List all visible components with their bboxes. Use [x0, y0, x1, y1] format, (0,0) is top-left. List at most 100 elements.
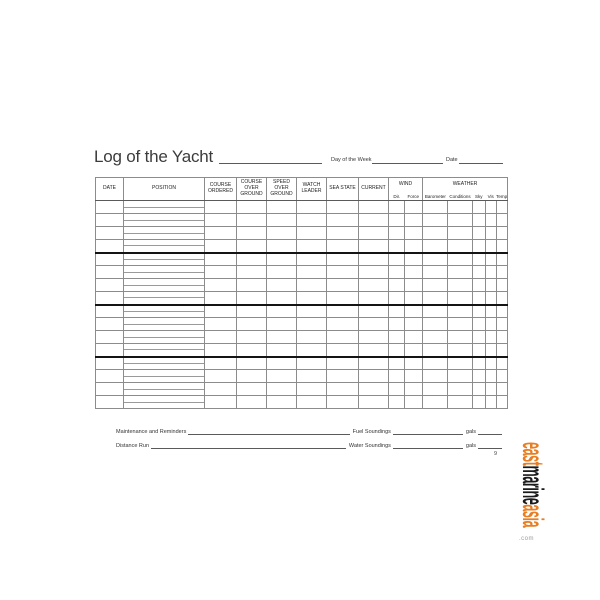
log-cell	[204, 200, 237, 214]
position-cell	[123, 200, 205, 214]
log-cell	[296, 369, 327, 383]
log-cell	[485, 265, 498, 279]
log-cell	[236, 200, 267, 214]
position-cell	[123, 265, 205, 279]
log-cell	[266, 226, 297, 240]
log-table-body	[95, 200, 509, 409]
log-cell	[422, 356, 449, 370]
log-cell	[266, 356, 297, 370]
log-cell	[447, 382, 474, 396]
position-cell	[123, 304, 205, 318]
log-cell	[204, 291, 237, 306]
log-cell	[388, 200, 405, 214]
log-cell	[326, 395, 359, 409]
log-cell	[95, 239, 124, 254]
log-cell	[236, 278, 267, 292]
log-cell	[236, 395, 267, 409]
log-cell	[422, 317, 449, 331]
log-cell	[388, 382, 405, 396]
log-cell	[95, 317, 124, 331]
water-soundings-blank-line	[392, 447, 463, 449]
log-cell	[447, 200, 474, 214]
log-cell	[472, 226, 487, 240]
log-cell	[266, 369, 297, 383]
sub-header-barometer: Barometer	[424, 193, 446, 199]
log-cell	[447, 213, 474, 227]
fuel-gals-label: gals	[465, 428, 476, 435]
log-cell	[358, 226, 389, 240]
log-cell	[266, 317, 297, 331]
col-header-weather-group: WEATHER Barometer Conditions Sky Vis Tem…	[422, 177, 509, 201]
log-cell	[266, 382, 297, 396]
log-cell	[95, 291, 124, 306]
log-cell	[472, 317, 487, 331]
log-cell	[422, 200, 449, 214]
log-cell	[403, 265, 424, 279]
log-cell	[236, 343, 267, 358]
weather-group-label: WEATHER	[452, 181, 478, 187]
log-cell	[422, 213, 449, 227]
log-cell	[485, 395, 498, 409]
log-cell	[358, 317, 389, 331]
log-cell	[326, 213, 359, 227]
col-header-watch-leader: WATCH LEADER	[296, 177, 327, 201]
log-cell	[236, 382, 267, 396]
log-cell	[472, 330, 487, 344]
log-cell	[236, 317, 267, 331]
log-cell	[388, 330, 405, 344]
fuel-soundings-label: Fuel Soundings	[352, 428, 391, 435]
log-cell	[296, 239, 327, 254]
log-cell	[358, 291, 389, 306]
position-cell	[123, 252, 205, 266]
log-cell	[485, 304, 498, 318]
log-cell	[236, 291, 267, 306]
log-cell	[236, 356, 267, 370]
log-cell	[496, 278, 509, 292]
sub-header-wind-dir: Dir.	[393, 193, 401, 199]
log-cell	[358, 356, 389, 370]
log-row	[95, 343, 509, 358]
log-cell	[296, 356, 327, 370]
log-cell	[388, 239, 405, 254]
log-cell	[358, 330, 389, 344]
log-cell	[422, 291, 449, 306]
log-cell	[403, 343, 424, 358]
log-cell	[326, 265, 359, 279]
log-cell	[358, 343, 389, 358]
log-cell	[236, 265, 267, 279]
log-cell	[485, 369, 498, 383]
log-cell	[204, 369, 237, 383]
log-cell	[472, 304, 487, 318]
log-cell	[485, 200, 498, 214]
fuel-gals-blank-line	[478, 433, 502, 435]
log-cell	[472, 343, 487, 358]
log-cell	[388, 226, 405, 240]
log-cell	[422, 304, 449, 318]
position-cell	[123, 382, 205, 396]
log-cell	[388, 278, 405, 292]
col-header-course-ordered: COURSE ORDERED	[204, 177, 237, 201]
log-cell	[266, 252, 297, 266]
log-cell	[496, 343, 509, 358]
distance-run-blank-line	[151, 447, 346, 449]
log-row	[95, 304, 509, 318]
log-cell	[388, 252, 405, 266]
sub-header-conditions: Conditions	[449, 193, 471, 199]
log-cell	[236, 369, 267, 383]
day-of-week-label: Day of the Week	[331, 157, 372, 163]
log-cell	[296, 330, 327, 344]
position-cell	[123, 395, 205, 409]
log-cell	[496, 356, 509, 370]
log-cell	[326, 304, 359, 318]
log-cell	[358, 200, 389, 214]
log-cell	[485, 291, 498, 306]
log-cell	[204, 252, 237, 266]
log-cell	[204, 265, 237, 279]
log-cell	[236, 239, 267, 254]
log-cell	[472, 252, 487, 266]
log-cell	[326, 343, 359, 358]
log-cell	[266, 291, 297, 306]
log-cell	[296, 252, 327, 266]
log-cell	[358, 395, 389, 409]
